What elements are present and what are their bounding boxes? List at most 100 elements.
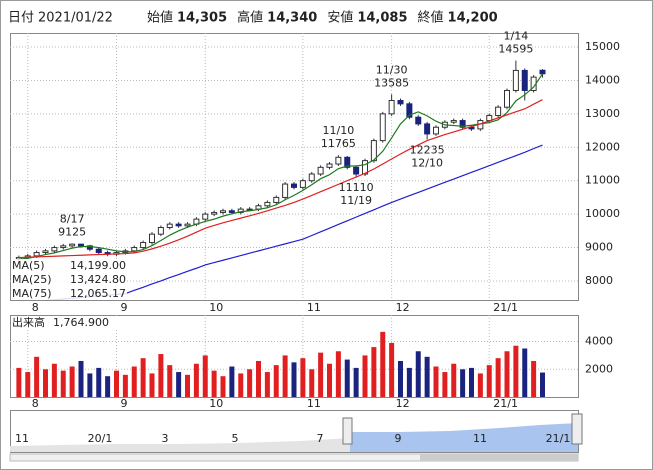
annotation-date: 11/30: [376, 63, 408, 76]
volume-bars: [16, 331, 545, 397]
y-tick-label: 11000: [585, 174, 620, 187]
volume-bar: [256, 360, 261, 397]
candle-body: [140, 242, 147, 249]
volume-bar: [211, 370, 217, 397]
header-text: 2021/01/22: [38, 11, 113, 26]
scrollbar-thumb[interactable]: [420, 454, 578, 461]
x-tick-label: 11: [307, 301, 321, 314]
volume-bar: [220, 376, 226, 397]
legend-box: [11, 259, 127, 300]
volume-bar: [389, 342, 395, 397]
annotation-date: 11/19: [340, 194, 372, 207]
navigator-handle-right[interactable]: [571, 413, 583, 445]
candle-body: [308, 173, 315, 182]
legend-value: 13,424.80: [70, 273, 126, 286]
volume-bar: [264, 372, 270, 397]
candle-body: [78, 243, 84, 247]
candle-body: [228, 210, 235, 213]
navigator-selection: [350, 423, 578, 452]
volume-bar: [318, 352, 324, 397]
volume-bar: [273, 365, 279, 397]
candle-body: [184, 223, 191, 227]
x-tick-label: 21/1: [493, 301, 518, 314]
x-tick-label: 10: [209, 397, 223, 410]
annotation-value: 9125: [58, 225, 86, 238]
x-tick-label: 9: [121, 397, 128, 410]
y-tick-label: 2000: [585, 362, 613, 375]
candles: [15, 60, 546, 300]
moving-average-line: [18, 73, 543, 260]
candle-body: [202, 213, 209, 220]
annotation-date: 11/10: [323, 124, 355, 137]
navigator-label: 7: [317, 432, 324, 445]
volume-bar: [504, 351, 510, 397]
volume-bar: [300, 358, 306, 397]
volume-bar: [193, 363, 199, 397]
candle-body: [521, 69, 528, 91]
header-text: 安値: [327, 10, 353, 26]
candle-body: [246, 208, 253, 211]
volume-bar: [406, 367, 412, 397]
header-text: 高値: [237, 10, 263, 26]
candle-body: [166, 223, 173, 228]
annotation-value: 11110: [339, 181, 374, 194]
legend-value: 14,199.00: [70, 259, 126, 272]
candle-body: [397, 100, 404, 105]
annotation-date: 12/10: [411, 156, 443, 169]
volume-bar: [69, 366, 75, 397]
header-value: 14,340: [267, 11, 317, 26]
volume-bar: [114, 370, 119, 397]
legend-name: MA(25): [12, 273, 52, 286]
y-tick-label: 10000: [585, 207, 620, 220]
volume-bar: [513, 345, 519, 397]
x-tick-label: 12: [396, 397, 410, 410]
volume-bar: [398, 360, 403, 397]
candle-body: [273, 196, 280, 203]
header-text: 日付: [8, 11, 34, 26]
candle-body: [211, 211, 218, 215]
candle-body: [86, 245, 93, 250]
candle-body: [415, 116, 422, 125]
navigator-label: 11: [473, 432, 487, 445]
volume-bar: [433, 366, 439, 397]
volume-bar: [451, 363, 457, 397]
volume-bar: [362, 355, 368, 397]
volume-bar: [96, 367, 102, 397]
volume-bar: [149, 373, 155, 397]
navigator-label: 3: [162, 432, 169, 445]
navigator-label: 9: [395, 432, 402, 445]
y-tick-label: 4000: [585, 335, 613, 348]
volume-bar: [34, 356, 40, 397]
volume-bar: [122, 374, 128, 397]
y-tick-label: 15000: [585, 40, 620, 53]
volume-bar: [238, 373, 244, 397]
header-value: 14,085: [357, 11, 407, 26]
volume-bar: [176, 372, 182, 397]
candle-body: [353, 166, 360, 175]
navigator-label: 5: [232, 432, 239, 445]
navigator[interactable]: [9, 410, 583, 462]
volume-bar: [140, 358, 146, 397]
annotation-date: 8/17: [60, 212, 85, 225]
volume-bar: [131, 366, 137, 397]
navigator-label: 11: [15, 432, 29, 445]
header-text: 始値: [147, 10, 173, 26]
x-tick-label: 8: [32, 301, 39, 314]
volume-bar: [380, 331, 386, 397]
volume-bar: [442, 372, 448, 397]
legend-name: MA(75): [12, 287, 52, 300]
volume-bar: [460, 369, 466, 397]
volume-bar: [309, 369, 315, 397]
volume-bar: [327, 363, 332, 397]
volume-bar: [105, 376, 111, 397]
y-tick-label: 14000: [585, 73, 620, 86]
candle-body: [344, 156, 351, 168]
navigator-handle-left[interactable]: [342, 417, 353, 445]
y-tick-label: 12000: [585, 140, 620, 153]
volume-bar: [335, 351, 341, 397]
legend-box: [11, 316, 119, 329]
candle-body: [175, 223, 182, 227]
candle-body: [317, 166, 324, 175]
x-tick-label: 11: [307, 397, 321, 410]
